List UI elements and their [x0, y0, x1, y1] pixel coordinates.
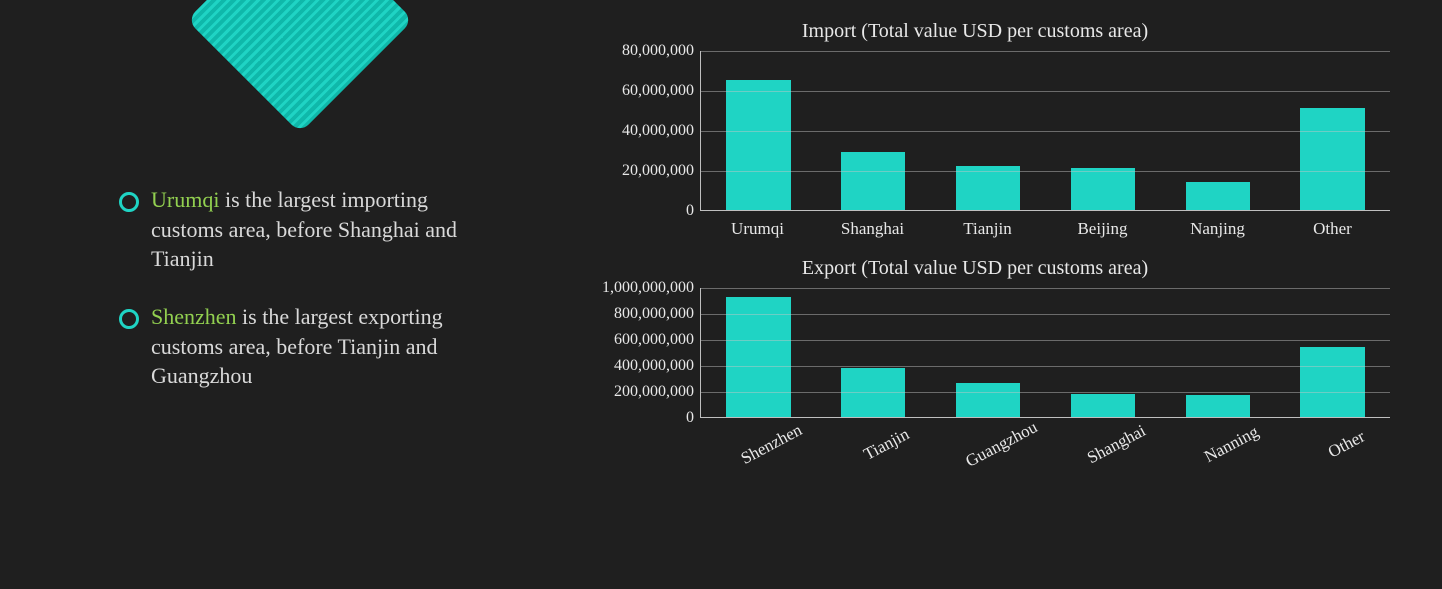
- y-tick-label: 200,000,000: [614, 383, 694, 401]
- x-tick-label: Nanjing: [1160, 211, 1275, 239]
- bar: [1300, 108, 1364, 210]
- y-tick-label: 60,000,000: [622, 82, 694, 100]
- grid-line: [701, 314, 1390, 315]
- chart-plot: [700, 51, 1390, 211]
- y-tick-label: 0: [686, 202, 694, 220]
- y-tick-label: 80,000,000: [622, 42, 694, 60]
- y-tick-label: 600,000,000: [614, 331, 694, 349]
- y-tick-label: 1,000,000,000: [602, 279, 694, 297]
- x-tick-label: Other: [1275, 211, 1390, 239]
- y-tick-label: 20,000,000: [622, 162, 694, 180]
- grid-line: [701, 91, 1390, 92]
- bullet-item: Shenzhen is the largest exporting custom…: [115, 302, 495, 391]
- bullet-item: Urumqi is the largest importing customs …: [115, 185, 495, 274]
- x-tick-label: Shanghai: [815, 211, 930, 239]
- chart-area: 020,000,00040,000,00060,000,00080,000,00…: [560, 51, 1390, 211]
- x-tick-label: Tianjin: [930, 211, 1045, 239]
- x-tick-label: Urumqi: [700, 211, 815, 239]
- bullet-highlight: Shenzhen: [151, 304, 237, 329]
- bullet-highlight: Urumqi: [151, 187, 219, 212]
- grid-line: [701, 171, 1390, 172]
- bar: [841, 152, 905, 210]
- chart-title: Import (Total value USD per customs area…: [560, 20, 1390, 43]
- grid-line: [701, 131, 1390, 132]
- y-axis: 0200,000,000400,000,000600,000,000800,00…: [560, 288, 700, 418]
- charts-column: Import (Total value USD per customs area…: [560, 20, 1390, 506]
- y-tick-label: 40,000,000: [622, 122, 694, 140]
- grid-line: [701, 288, 1390, 289]
- bar: [956, 166, 1020, 210]
- bar: [726, 80, 790, 210]
- bar: [1186, 182, 1250, 210]
- text-column: Urumqi is the largest importing customs …: [115, 185, 495, 419]
- x-axis-labels: UrumqiShanghaiTianjinBeijingNanjingOther: [700, 211, 1390, 239]
- slide: Urumqi is the largest importing customs …: [0, 0, 1442, 589]
- bar: [1071, 168, 1135, 210]
- import-chart: Import (Total value USD per customs area…: [560, 20, 1390, 239]
- y-tick-label: 800,000,000: [614, 305, 694, 323]
- chart-title: Export (Total value USD per customs area…: [560, 257, 1390, 280]
- x-axis-labels: ShenzhenTianjinGuangzhouShanghaiNanningO…: [700, 418, 1390, 488]
- grid-line: [701, 51, 1390, 52]
- y-axis: 020,000,00040,000,00060,000,00080,000,00…: [560, 51, 700, 211]
- x-tick-label: Beijing: [1045, 211, 1160, 239]
- bar: [726, 297, 790, 417]
- y-tick-label: 0: [686, 409, 694, 427]
- y-tick-label: 400,000,000: [614, 357, 694, 375]
- export-chart: Export (Total value USD per customs area…: [560, 257, 1390, 488]
- bullet-list: Urumqi is the largest importing customs …: [115, 185, 495, 391]
- grid-line: [701, 340, 1390, 341]
- grid-line: [701, 366, 1390, 367]
